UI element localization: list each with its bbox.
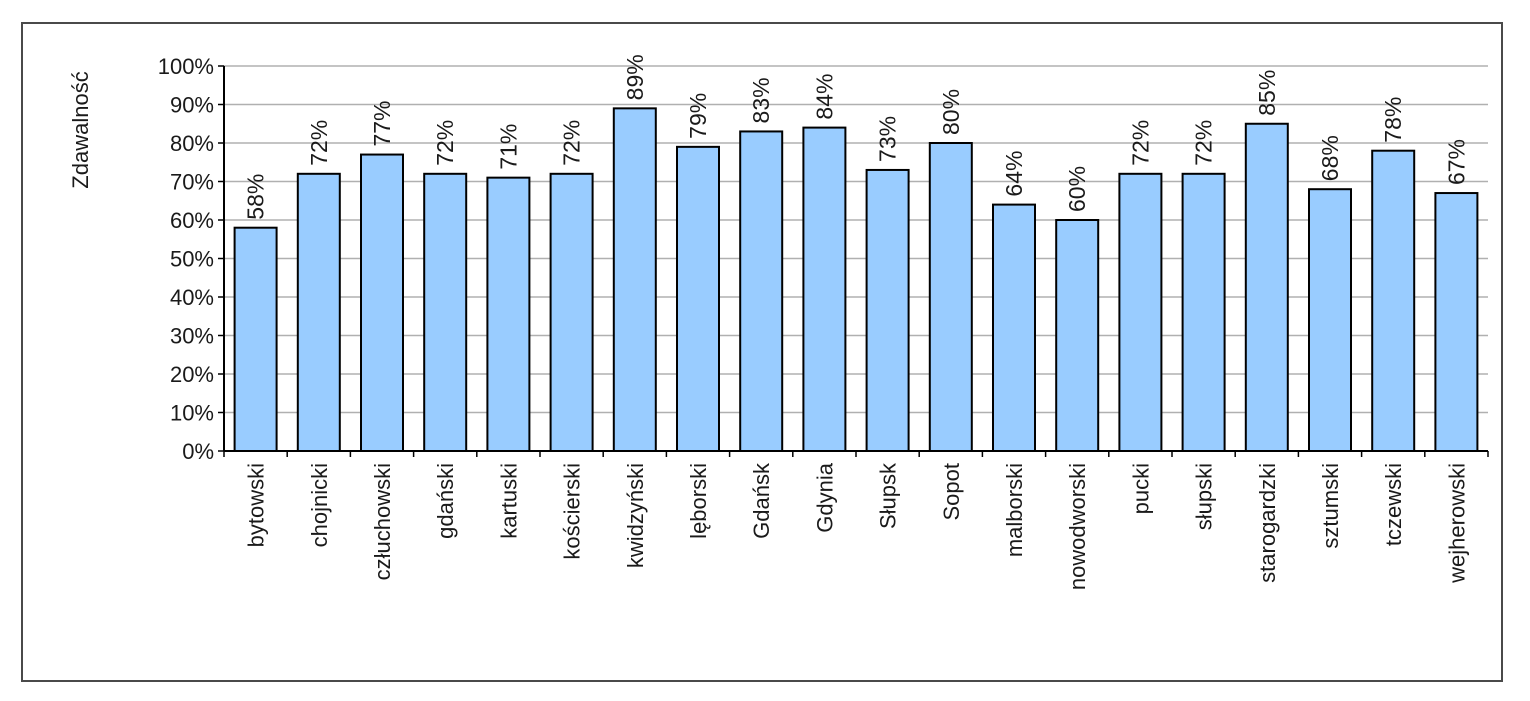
category-labels: bytowski chojnicki człuchowski gdański kartu…: [244, 462, 1470, 590]
bar: [549, 172, 594, 453]
category-label: Gdańsk: [749, 462, 774, 539]
y-tick-label: 100%: [158, 54, 214, 79]
data-label: 68%: [1317, 135, 1343, 181]
data-label: 73%: [875, 116, 901, 162]
category-label: chojnicki: [307, 463, 332, 547]
bar: [1055, 219, 1100, 452]
category-label: pucki: [1128, 463, 1153, 514]
bar: [802, 126, 847, 452]
category-label: starogardzki: [1255, 463, 1280, 583]
bar: [1434, 192, 1479, 453]
data-label: 79%: [685, 93, 711, 139]
data-label: 58%: [243, 174, 269, 220]
y-tick-label: 60%: [170, 208, 214, 233]
data-label: 89%: [622, 54, 648, 100]
y-tick-label: 10%: [170, 401, 214, 426]
category-label: bytowski: [244, 463, 269, 547]
category-label: kwidzyński: [623, 463, 648, 568]
category-label: lęborski: [686, 463, 711, 539]
category-label: gdański: [433, 463, 458, 539]
y-tick-label: 90%: [170, 93, 214, 118]
bar: [612, 107, 657, 452]
y-tick-label: 20%: [170, 362, 214, 387]
bar: [360, 153, 404, 453]
category-label: człuchowski: [370, 463, 395, 580]
bar: [1371, 149, 1416, 452]
data-label: 85%: [1254, 70, 1280, 116]
category-label: słupski: [1192, 463, 1217, 530]
data-label: 72%: [1127, 120, 1153, 166]
y-tick-labels: 0% 10% 20% 30% 40% 50% 60% 70% 80% 90% 100%: [158, 54, 214, 464]
data-label: 78%: [1380, 97, 1406, 143]
grid-lines: [224, 65, 1488, 414]
bar: [739, 130, 784, 452]
y-tick-label: 50%: [170, 247, 214, 272]
data-label: 64%: [1001, 151, 1027, 197]
category-label: sztumski: [1318, 463, 1343, 549]
y-tick-label: 30%: [170, 324, 214, 349]
data-label: 72%: [432, 120, 458, 166]
category-label: Słupsk: [876, 462, 901, 529]
bar: [928, 142, 973, 452]
y-tick-label: 40%: [170, 285, 214, 310]
data-label: 80%: [938, 89, 964, 135]
data-label: 60%: [1064, 166, 1090, 212]
bar: [676, 145, 720, 452]
data-label: 72%: [306, 120, 332, 166]
data-label: 84%: [811, 74, 837, 120]
bar: [865, 168, 910, 452]
category-label: kartuski: [496, 463, 521, 539]
axes: [218, 65, 1489, 457]
category-label: kościerski: [560, 463, 585, 560]
bar: [233, 226, 278, 452]
category-label: Gdynia: [812, 462, 837, 532]
data-label: 71%: [495, 124, 521, 170]
data-label: 72%: [559, 120, 585, 166]
bars: [233, 107, 1479, 453]
bar: [1244, 122, 1289, 452]
category-label: malborski: [1002, 463, 1027, 557]
y-axis-title: Zdawalność: [68, 71, 93, 188]
y-tick-label: 80%: [170, 131, 214, 156]
bar: [1118, 172, 1163, 453]
y-tick-label: 70%: [170, 170, 214, 195]
bar: [296, 172, 341, 453]
bar: [1308, 188, 1352, 452]
bar: [1181, 172, 1226, 453]
data-label: 72%: [1191, 120, 1217, 166]
data-label: 67%: [1443, 139, 1469, 185]
bar: [486, 176, 531, 452]
y-tick-label: 0%: [182, 439, 214, 464]
bar: [992, 203, 1036, 452]
data-labels: 58% 72% 77% 72% 71% 72% 89% 79% 83% 84% 73% 80% 64% 6…: [243, 54, 1470, 219]
category-label: tczewski: [1381, 463, 1406, 546]
data-label: 77%: [369, 101, 395, 147]
bar: [423, 172, 468, 453]
category-label: wejherowski: [1444, 463, 1469, 584]
category-label: Sopot: [939, 463, 964, 521]
category-label: nowodworski: [1065, 463, 1090, 590]
data-label: 83%: [748, 77, 774, 123]
